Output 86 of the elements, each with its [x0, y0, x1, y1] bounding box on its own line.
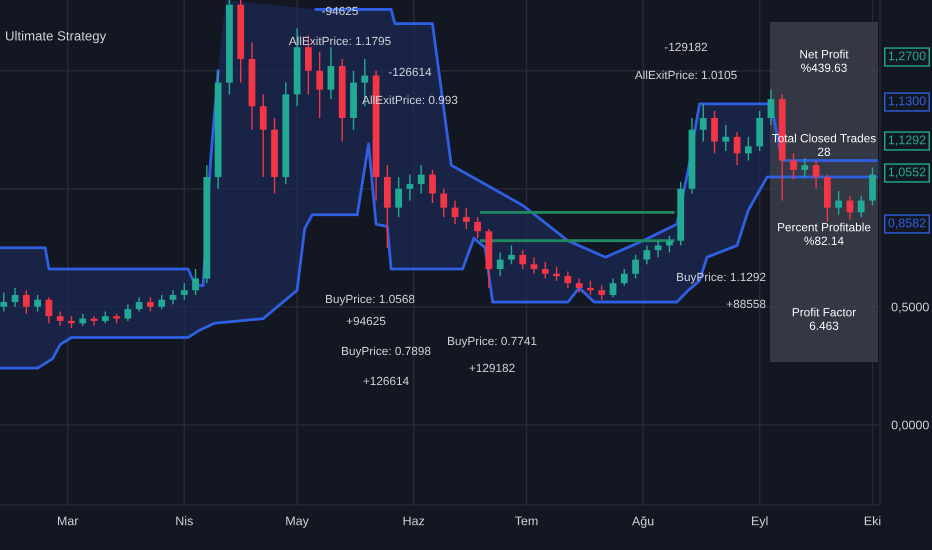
candlestick	[576, 278, 583, 294]
candlestick	[429, 169, 436, 204]
candlestick	[553, 266, 560, 282]
candlestick	[124, 304, 132, 322]
candlestick	[440, 188, 448, 218]
candlestick	[192, 268, 199, 296]
x-tick-label: Nis	[176, 516, 193, 526]
candlestick	[180, 282, 188, 300]
candlestick	[700, 103, 707, 142]
x-tick-label: Ağu	[632, 516, 654, 528]
annotation: +88558	[726, 300, 766, 308]
y-tick-label: 0,0000	[892, 420, 929, 431]
annotation: Net Profit %439.63	[800, 50, 849, 72]
annotation: -126614	[388, 68, 432, 76]
candlestick	[666, 235, 673, 254]
annotation: BuyPrice: 0.7741	[448, 336, 536, 348]
x-tick-label: Eki	[864, 516, 880, 526]
annotation: +126614	[363, 376, 409, 386]
candlestick	[46, 296, 52, 324]
candlestick	[79, 313, 86, 326]
candlestick	[598, 284, 606, 300]
candlestick	[587, 280, 594, 296]
candlestick	[812, 160, 820, 190]
y-tick-label: 0,5000	[892, 302, 929, 313]
candlestick	[846, 195, 854, 220]
x-tick-label: Tem	[514, 516, 538, 526]
text: Ultimate Strategy	[6, 30, 106, 44]
candlestick	[508, 244, 515, 265]
x-tick-label: Eyl	[752, 516, 768, 528]
candlestick	[790, 152, 797, 180]
candlestick	[462, 206, 470, 230]
candlestick	[0, 292, 8, 312]
candlestick	[801, 157, 808, 178]
annotation: BuyPrice: 1.0568	[326, 294, 414, 306]
candlestick	[328, 46, 334, 100]
candlestick	[452, 200, 458, 225]
text: 1,1292	[888, 136, 926, 146]
x-tick-label: Mar	[58, 516, 78, 526]
candlestick	[147, 296, 154, 312]
text: 1,1300	[888, 96, 926, 107]
x-tick-label: Haz	[404, 516, 424, 526]
candlestick	[496, 252, 504, 277]
candlestick	[632, 254, 639, 280]
annotation: AllExitPrice: 1.0105	[634, 70, 737, 80]
candlestick	[835, 190, 842, 216]
annotation: +94625	[346, 316, 386, 326]
candlestick	[56, 310, 64, 326]
candlestick	[90, 316, 98, 326]
annotation: Percent Profitable %82.14	[778, 222, 870, 245]
candlestick	[744, 136, 752, 162]
candlestick	[22, 290, 30, 315]
annotation: -129182	[664, 42, 708, 52]
candlestick	[610, 278, 616, 298]
candlestick	[406, 174, 414, 202]
candlestick	[113, 313, 120, 324]
candlestick	[768, 88, 774, 126]
annotation: BuyPrice: 0.7898	[342, 346, 430, 358]
candlestick	[474, 216, 481, 240]
candlestick	[260, 94, 267, 178]
candlestick	[734, 131, 740, 166]
candlestick	[158, 294, 166, 310]
candlestick	[711, 110, 718, 154]
text: 1,0552	[888, 168, 926, 178]
candlestick	[418, 164, 425, 194]
candlestick	[170, 290, 176, 306]
candlestick	[136, 296, 143, 312]
candlestick	[519, 249, 526, 270]
annotation: +129182	[469, 364, 515, 372]
candlestick	[722, 124, 730, 152]
text: 1,2700	[888, 52, 926, 62]
candlestick	[395, 176, 402, 218]
candlestick	[858, 195, 865, 218]
candlestick	[564, 270, 572, 289]
candlestick	[643, 244, 650, 265]
candlestick	[316, 51, 324, 119]
candlestick	[542, 261, 549, 280]
candlestick	[620, 268, 628, 286]
candlestick	[68, 316, 75, 329]
candlestick	[102, 310, 109, 324]
x-tick-label: May	[286, 516, 309, 528]
candlestick	[530, 256, 538, 274]
candlestick	[34, 294, 41, 312]
text: 0,8582	[888, 218, 926, 229]
candlestick	[12, 287, 18, 308]
candlestick	[654, 240, 662, 258]
annotation: Profit Factor 6.463	[792, 308, 856, 330]
